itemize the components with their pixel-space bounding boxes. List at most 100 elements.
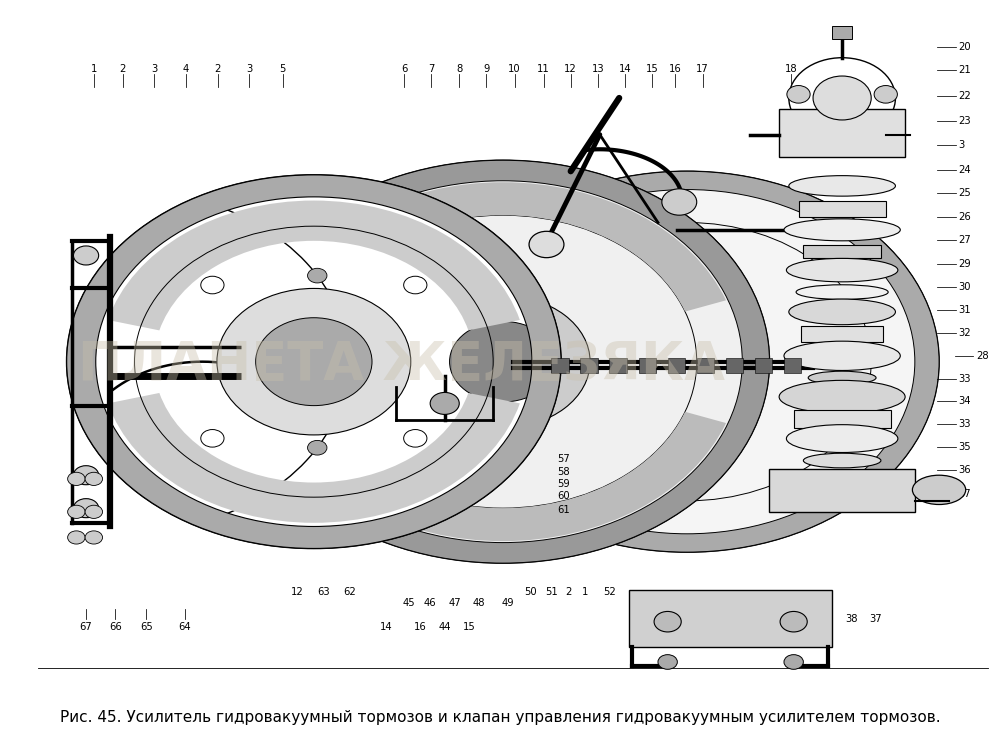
Text: 57: 57 xyxy=(558,454,570,464)
Bar xyxy=(794,410,891,428)
Text: 53: 53 xyxy=(687,599,699,608)
Wedge shape xyxy=(67,175,561,548)
Circle shape xyxy=(236,160,769,563)
Circle shape xyxy=(813,76,871,120)
Text: 36: 36 xyxy=(758,638,771,649)
Text: 26: 26 xyxy=(958,212,971,221)
Text: 13: 13 xyxy=(592,63,604,74)
Text: 64: 64 xyxy=(179,622,191,632)
Text: 1: 1 xyxy=(91,63,97,74)
Text: 31: 31 xyxy=(958,306,971,315)
Text: 51: 51 xyxy=(545,587,558,597)
Text: 58: 58 xyxy=(558,466,570,477)
Text: 4: 4 xyxy=(183,63,189,74)
Circle shape xyxy=(85,531,103,544)
Ellipse shape xyxy=(912,475,966,505)
Bar xyxy=(801,325,883,342)
Circle shape xyxy=(430,393,459,415)
Circle shape xyxy=(67,175,561,548)
Bar xyxy=(803,245,881,258)
Ellipse shape xyxy=(786,424,898,452)
Bar xyxy=(799,201,886,218)
Circle shape xyxy=(416,296,590,427)
Text: 62: 62 xyxy=(343,587,356,597)
Ellipse shape xyxy=(784,219,900,241)
Circle shape xyxy=(308,441,327,455)
Text: 42: 42 xyxy=(737,638,750,649)
Text: 47: 47 xyxy=(448,599,461,608)
Ellipse shape xyxy=(784,341,900,370)
Text: 41: 41 xyxy=(766,615,779,624)
Bar xyxy=(580,358,598,373)
Circle shape xyxy=(201,430,224,447)
Wedge shape xyxy=(236,160,769,563)
Text: 2: 2 xyxy=(566,587,572,597)
Text: 36: 36 xyxy=(958,465,971,475)
Text: 56: 56 xyxy=(632,599,645,608)
Circle shape xyxy=(73,499,99,517)
Circle shape xyxy=(654,612,681,632)
Circle shape xyxy=(308,269,327,283)
Text: 39: 39 xyxy=(821,615,834,624)
Text: 7: 7 xyxy=(428,63,434,74)
Circle shape xyxy=(780,612,807,632)
Bar xyxy=(726,358,743,373)
Circle shape xyxy=(338,354,357,369)
Text: 43: 43 xyxy=(715,638,727,649)
Bar xyxy=(639,358,656,373)
Circle shape xyxy=(68,531,85,544)
Circle shape xyxy=(874,86,897,103)
Circle shape xyxy=(217,289,411,435)
Bar xyxy=(697,358,714,373)
Text: 18: 18 xyxy=(784,63,797,74)
Text: 37: 37 xyxy=(958,489,971,498)
Text: 24: 24 xyxy=(958,165,971,175)
Wedge shape xyxy=(108,201,520,331)
Text: 20: 20 xyxy=(958,42,971,52)
Circle shape xyxy=(68,506,85,518)
Ellipse shape xyxy=(796,285,888,300)
Ellipse shape xyxy=(779,380,905,413)
Ellipse shape xyxy=(786,258,898,282)
Text: 30: 30 xyxy=(958,282,971,292)
Text: 35: 35 xyxy=(958,442,971,452)
Circle shape xyxy=(662,189,697,215)
Text: 33: 33 xyxy=(958,419,971,429)
Wedge shape xyxy=(280,182,726,311)
Text: 8: 8 xyxy=(456,63,462,74)
Text: 63: 63 xyxy=(317,587,330,597)
Bar xyxy=(779,109,905,156)
Text: 15: 15 xyxy=(463,622,475,632)
Circle shape xyxy=(784,655,803,669)
Text: 46: 46 xyxy=(424,599,436,608)
Circle shape xyxy=(658,655,677,669)
Circle shape xyxy=(85,472,103,486)
Text: 38: 38 xyxy=(846,615,858,624)
Ellipse shape xyxy=(808,371,876,384)
Circle shape xyxy=(404,430,427,447)
Text: 55: 55 xyxy=(650,599,662,608)
Text: 28: 28 xyxy=(976,351,989,361)
Circle shape xyxy=(68,472,85,486)
Text: 34: 34 xyxy=(958,396,971,406)
Text: 23: 23 xyxy=(958,116,971,125)
Text: 2: 2 xyxy=(120,63,126,74)
Text: 48: 48 xyxy=(472,599,485,608)
Ellipse shape xyxy=(789,299,895,325)
Circle shape xyxy=(787,86,810,103)
Text: 33: 33 xyxy=(958,373,971,384)
Text: 17: 17 xyxy=(696,63,709,74)
Ellipse shape xyxy=(789,176,895,196)
Text: 1: 1 xyxy=(582,587,588,597)
Circle shape xyxy=(73,246,99,265)
Text: 36: 36 xyxy=(727,615,740,624)
Text: 40: 40 xyxy=(787,615,800,624)
Text: 3: 3 xyxy=(246,63,252,74)
Ellipse shape xyxy=(803,453,881,468)
Text: 54: 54 xyxy=(668,599,681,608)
Text: ПЛАНЕТА ЖЕЛЕЗЯКА: ПЛАНЕТА ЖЕЛЕЗЯКА xyxy=(78,339,725,391)
Text: 16: 16 xyxy=(669,63,682,74)
Text: 60: 60 xyxy=(558,492,570,501)
Text: 32: 32 xyxy=(958,328,971,338)
Text: 12: 12 xyxy=(564,63,577,74)
